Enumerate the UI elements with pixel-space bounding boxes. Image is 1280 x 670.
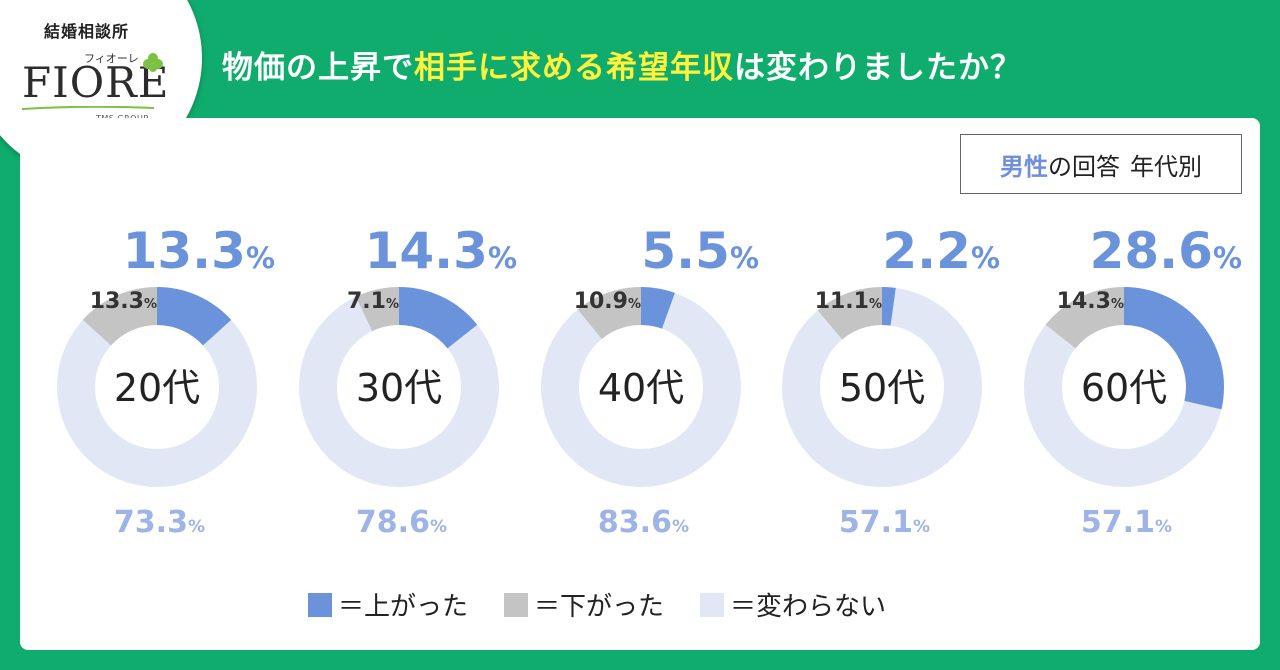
donut-slice-up — [1124, 287, 1224, 410]
legend-swatch-same — [700, 592, 725, 617]
legend-label-down: ＝下がった — [534, 592, 665, 622]
logo-subtitle: 結婚相談所 — [44, 22, 130, 41]
logo-kana: フィオーレ — [84, 52, 139, 65]
tag-answer: の回答 — [1048, 152, 1120, 181]
segment-tag: 男性 の回答 年代別 — [960, 134, 1242, 194]
value-label-down: 14.3% — [1057, 289, 1124, 314]
title-prefix: 物価の上昇で — [222, 50, 414, 86]
logo-swoosh — [22, 106, 154, 110]
value-label-up: 2.2% — [882, 222, 1000, 280]
value-label-down: 11.1% — [815, 289, 882, 314]
legend-item-same: ＝変わらない — [700, 586, 886, 623]
value-label-same: 78.6% — [356, 505, 447, 540]
donut-slice-up — [157, 287, 232, 346]
value-label-up: 14.3% — [365, 222, 517, 280]
value-label-same: 73.3% — [114, 505, 205, 540]
donut-slice-down — [817, 287, 882, 340]
legend-swatch-down — [504, 592, 529, 617]
value-label-down: 10.9% — [574, 289, 641, 314]
legend: ＝上がった ＝下がった ＝変わらない — [308, 586, 922, 623]
legend-item-down: ＝下がった — [504, 586, 664, 623]
tag-gender: 男性 — [1000, 152, 1048, 181]
donut-slice-down — [1045, 287, 1124, 349]
donut-center-label: 50代 — [839, 366, 925, 410]
value-label-same: 83.6% — [598, 505, 689, 540]
donut-charts: 20代 13.3% 13.3% 73.3% 30代 14.3% 7.1% 78.6% 40代 5.… — [57, 222, 1242, 540]
value-label-up: 13.3% — [123, 222, 275, 280]
legend-label-same: ＝変わらない — [730, 592, 887, 622]
donut-center-label: 40代 — [598, 366, 684, 410]
legend-swatch-up — [308, 592, 332, 617]
donut-center-label: 30代 — [356, 366, 442, 410]
value-label-same: 57.1% — [1081, 505, 1172, 540]
title-suffix: は変わりましたか？ — [734, 50, 1022, 86]
legend-label-up: ＝上がった — [338, 592, 469, 622]
donut-center-label: 60代 — [1081, 366, 1167, 410]
chart-panel: 男性 の回答 年代別 20代 13.3% 13.3% 73.3% 30代 14.3% 7.1% 7… — [20, 118, 1260, 650]
page-title: 物価の上昇で相手に求める希望年収は変わりましたか？ — [222, 42, 1022, 87]
value-label-down: 13.3% — [90, 289, 157, 314]
value-label-down: 7.1% — [347, 289, 399, 314]
value-label-up: 28.6% — [1090, 222, 1242, 280]
donut-slice-up — [399, 287, 478, 349]
value-label-same: 57.1% — [839, 505, 930, 540]
title-highlight: 相手に求める希望年収 — [414, 50, 734, 86]
donut-slice-up — [641, 287, 675, 329]
donut-center-label: 20代 — [114, 366, 200, 410]
donut-slice-down — [577, 287, 641, 339]
value-label-up: 5.5% — [641, 222, 759, 280]
clover-icon — [143, 53, 163, 72]
donut-slice-down — [82, 287, 157, 346]
legend-item-up: ＝上がった — [308, 586, 468, 623]
donut-slice-up — [882, 287, 896, 326]
tag-age: 年代別 — [1130, 152, 1202, 181]
donut-slice-down — [355, 287, 399, 332]
